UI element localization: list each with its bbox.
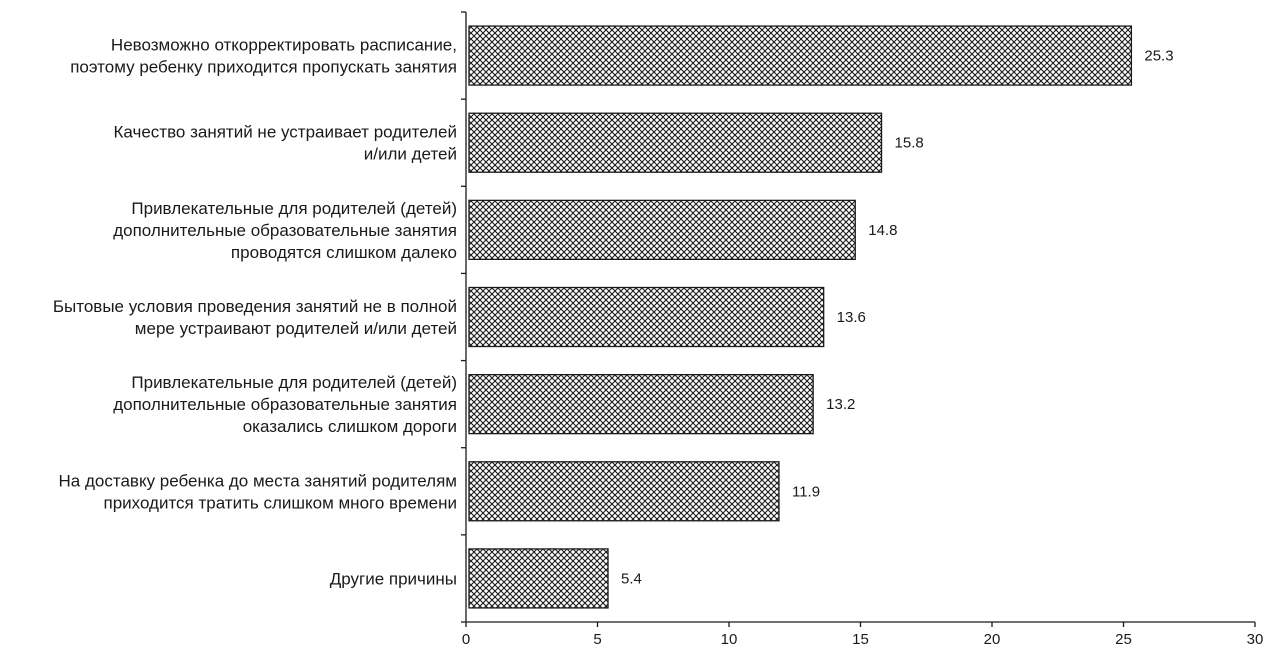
data-label-3: 13.6 bbox=[837, 309, 866, 326]
category-label-line: дополнительные образовательные занятия bbox=[113, 395, 457, 414]
category-label-line: Качество занятий не устраивает родителей bbox=[113, 123, 457, 142]
category-label-line: и/или детей bbox=[364, 145, 457, 164]
data-label-1: 15.8 bbox=[895, 135, 924, 152]
x-tick-label-0: 0 bbox=[462, 631, 470, 648]
x-tick-label-4: 20 bbox=[984, 631, 1001, 648]
bars-layer: 25.3 15.8 14.8 13.6 13.2 11.9 5.4 bbox=[468, 25, 1174, 609]
category-label-1: Качество занятий не устраивает родителей… bbox=[113, 123, 457, 164]
category-label-6: Другие причины bbox=[330, 569, 457, 588]
axis-layer: Невозможно откорректировать расписание, п… bbox=[53, 11, 1264, 648]
bar-6 bbox=[468, 548, 609, 609]
category-label-line: мере устраивают родителей и/или детей bbox=[135, 319, 457, 338]
x-tick-label-5: 25 bbox=[1115, 631, 1132, 648]
category-label-2: Привлекательные для родителей (детей) доп… bbox=[113, 199, 457, 262]
category-label-line: проводятся слишком далеко bbox=[231, 243, 457, 262]
category-label-0: Невозможно откорректировать расписание, п… bbox=[70, 36, 457, 77]
data-label-4: 13.2 bbox=[826, 396, 855, 413]
bar-0 bbox=[468, 25, 1133, 86]
data-label-2: 14.8 bbox=[868, 222, 897, 239]
category-label-line: Привлекательные для родителей (детей) bbox=[131, 373, 457, 392]
bar-3 bbox=[468, 286, 825, 348]
bar-1 bbox=[468, 112, 883, 173]
category-label-line: приходится тратить слишком много времени bbox=[103, 493, 457, 512]
x-tick-label-1: 5 bbox=[593, 631, 601, 648]
category-label-line: оказались слишком дороги bbox=[243, 417, 457, 436]
bar-4 bbox=[468, 373, 814, 435]
category-label-line: Другие причины bbox=[330, 569, 457, 588]
x-tick-label-3: 15 bbox=[852, 631, 869, 648]
x-tick-label-6: 30 bbox=[1247, 631, 1264, 648]
category-label-line: дополнительные образовательные занятия bbox=[113, 221, 457, 240]
category-label-5: На доставку ребенка до места занятий род… bbox=[59, 471, 457, 512]
bar-2 bbox=[468, 199, 856, 261]
data-label-6: 5.4 bbox=[621, 570, 642, 587]
category-label-line: На доставку ребенка до места занятий род… bbox=[59, 471, 457, 490]
category-label-line: Привлекательные для родителей (детей) bbox=[131, 199, 457, 218]
bar-5 bbox=[468, 461, 780, 522]
category-label-3: Бытовые условия проведения занятий не в … bbox=[53, 297, 457, 338]
category-label-line: Бытовые условия проведения занятий не в … bbox=[53, 297, 457, 316]
data-label-5: 11.9 bbox=[792, 483, 820, 500]
category-label-line: Невозможно откорректировать расписание, bbox=[111, 36, 457, 55]
data-label-0: 25.3 bbox=[1144, 48, 1173, 65]
x-tick-label-2: 10 bbox=[721, 631, 738, 648]
category-label-4: Привлекательные для родителей (детей) доп… bbox=[113, 373, 457, 436]
category-label-line: поэтому ребенку приходится пропускать за… bbox=[70, 58, 457, 77]
